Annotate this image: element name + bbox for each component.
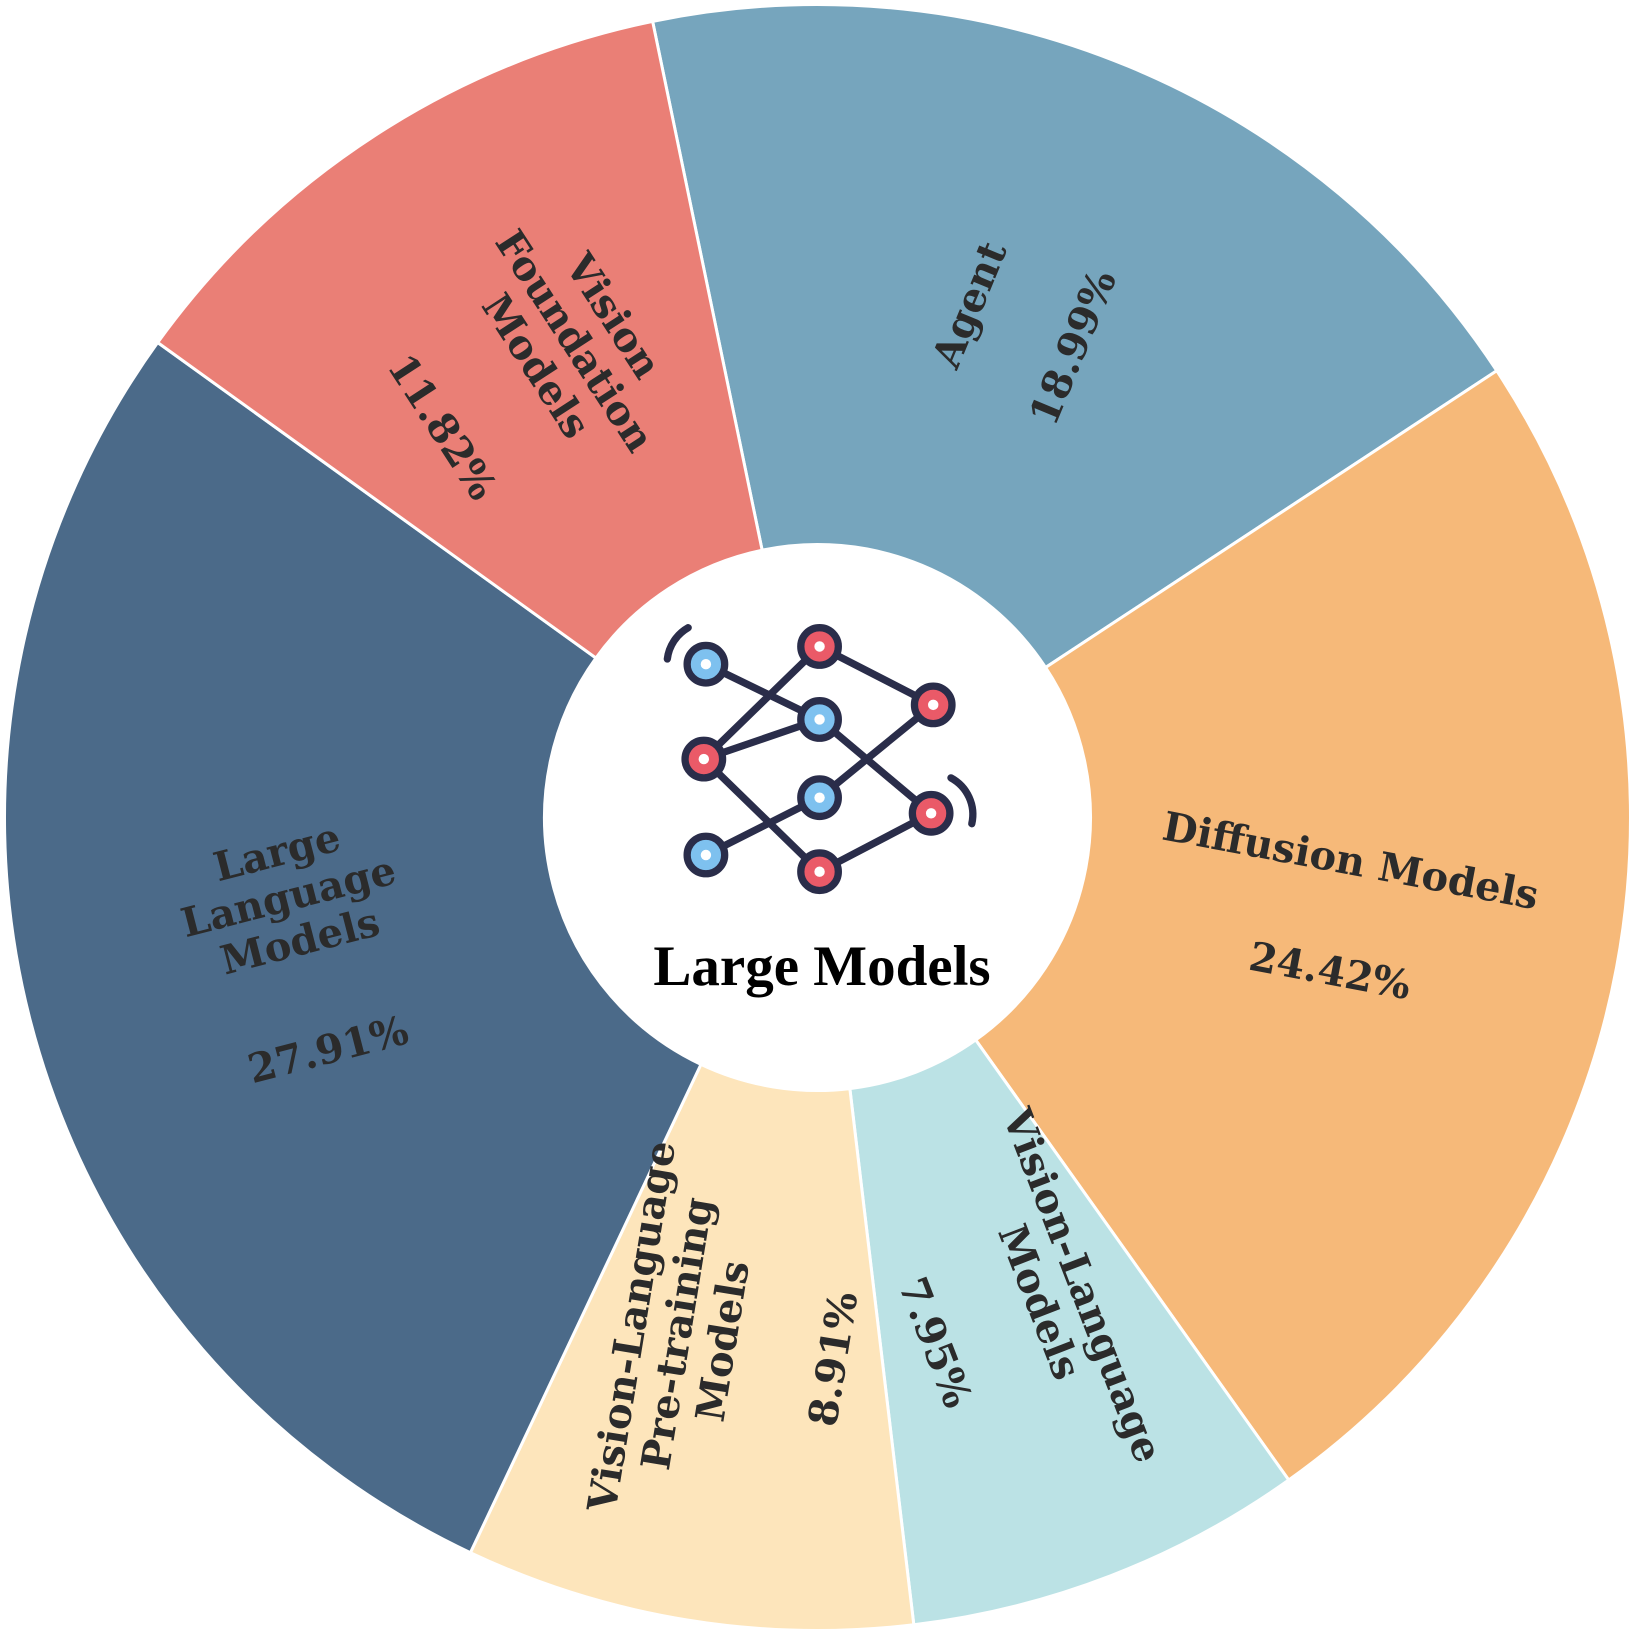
wedge xyxy=(3,340,703,1555)
wedge xyxy=(155,19,764,661)
wedges xyxy=(3,3,1632,1632)
wedge xyxy=(848,1037,1291,1627)
wedge xyxy=(468,1062,916,1632)
wedge xyxy=(973,368,1632,1483)
wedge xyxy=(650,3,1499,670)
network-icon xyxy=(663,624,977,895)
category-label: Vision-LanguagePre-trainingModels xyxy=(578,1137,776,1531)
chart-title: Large Models xyxy=(653,935,990,998)
